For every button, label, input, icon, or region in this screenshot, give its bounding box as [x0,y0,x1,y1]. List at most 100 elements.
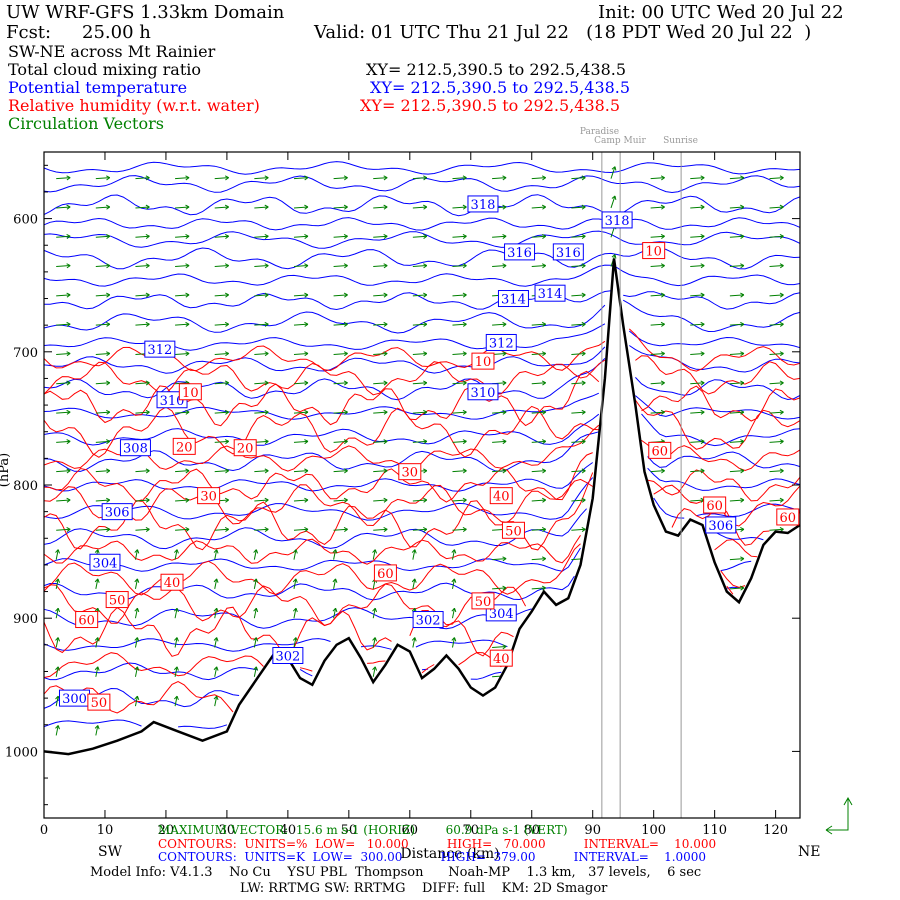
circulation-vector-174 [373,440,388,443]
theta-label-box-14 [504,243,536,261]
circulation-vector-109 [690,323,705,326]
theta-label-14: 316 [507,246,532,261]
theta-label-2: 302 [416,614,441,629]
circulation-vector-153 [254,411,269,414]
circulation-vector-head-49 [502,233,507,239]
theta-label-box-16 [467,195,499,213]
circulation-vector-head-241 [292,549,298,554]
contour-labels-layer: 300 302 302 304 304 306 306 308 310 310 312 312 314 3… [58,195,800,711]
circulation-vector-head-40 [145,233,150,239]
circulation-vector-75 [769,265,784,268]
circulation-vector-head-8 [383,175,388,181]
circulation-vector-220 [95,528,110,531]
max-vector-info: MAXIMUM VECTOR: 15.6 m s-1 (HORIZ) 60.9 … [158,823,568,837]
circulation-vector-head-44 [304,233,309,239]
circulation-vector-head-63 [304,263,309,269]
circulation-vector-90 [650,294,665,297]
circulation-vector-head-116 [224,351,229,357]
circulation-vector-271 [333,608,337,619]
circulation-vector-head-50 [541,233,547,239]
circulation-vector-head-110 [740,321,745,327]
circulation-vector-136 [293,382,309,385]
circulation-vector-148 [56,411,71,414]
theta-label-11: 312 [489,336,514,351]
circulation-vector-245 [451,549,455,560]
circulation-vector-124 [531,352,546,355]
circulation-vector-head-251 [94,578,100,583]
circulation-vector-head-261 [502,585,507,591]
circulation-vector-222 [175,528,190,531]
circulation-vector-98 [214,323,229,326]
circulation-vector-head-163 [700,409,705,415]
circulation-vector-154 [293,411,309,414]
circulation-vector-head-197 [581,468,586,474]
circulation-vector-295 [55,696,59,707]
y-tick-label-1: 700 [13,346,38,361]
circulation-vector-head-77 [106,292,111,298]
circulation-vector-head-166 [66,439,71,445]
circulation-vector-278 [134,637,138,648]
rh-label-17: 60 [706,499,723,514]
circulation-vector-head-179 [581,439,586,445]
circulation-vector-32 [571,206,586,209]
circulation-vector-110 [729,323,744,326]
rh-label-9: 40 [493,652,510,667]
circulation-vector-264 [55,608,59,619]
circulation-vector-188 [214,470,229,473]
circulation-vector-head-93 [779,292,784,298]
circulation-vector-head-64 [343,263,348,269]
circulation-vector-62 [254,265,269,268]
circulation-vector-head-119 [343,351,348,357]
theta-contour-line-11 [43,358,801,401]
circulation-vector-head-187 [185,468,190,474]
theta-label-box-7 [119,439,151,457]
circulation-vector-3 [175,177,190,180]
circulation-vector-head-270 [292,607,298,613]
circulation-vector-head-193 [423,468,428,474]
circulation-vector-head-256 [292,578,298,583]
rh-label-box-8 [489,487,513,505]
circulation-vector-280 [214,637,218,648]
circulation-vector-134 [214,382,229,385]
circulation-vector-head-199 [700,468,705,474]
circulation-vector-13 [571,177,586,180]
circulation-vector-45 [333,235,348,238]
circulation-vector-102 [373,323,388,326]
circulation-vector-head-298 [174,695,179,701]
circulation-vector-head-239 [213,549,219,554]
y-tick-label-3: 900 [13,612,38,627]
circulation-vector-226 [333,528,348,531]
circulation-vector-head-185 [106,468,111,474]
circulation-vector-head-38 [66,233,71,239]
circulation-vector-37 [769,206,784,209]
circulation-vector-116 [214,352,229,355]
circulation-vector-18 [769,177,784,180]
circulation-vector-head-70 [581,263,586,269]
circulation-vector-head-297 [134,695,140,701]
circulation-vector-11 [492,177,507,180]
valid-time: Valid: 01 UTC Thu 21 Jul 22 (18 PDT Wed … [314,22,812,43]
circulation-vector-160 [531,411,546,414]
circulation-vector-head-55 [740,233,745,239]
circulation-vector-158 [452,411,467,414]
circulation-vector-head-160 [541,409,547,415]
circulation-vector-head-208 [304,497,309,503]
theta-label-10: 312 [147,343,172,358]
circulation-vector-170 [214,440,229,443]
model-info: Model Info: V4.1.3 No Cu YSU PBL Thompso… [90,865,702,880]
circulation-vector-head-31 [541,204,547,210]
circulation-vector-260 [451,578,455,589]
rh-label-6: 30 [402,466,419,481]
rh-label-14: 60 [78,614,95,629]
circulation-vector-279 [174,637,178,648]
circulation-vector-198 [650,470,665,473]
circulation-vector-head-19 [66,204,71,210]
circulation-vector-164 [729,411,744,414]
rh-label-box-18 [776,508,800,526]
rh-label-5: 30 [200,490,217,505]
circulation-vector-head-111 [779,321,784,327]
circulation-vector-85 [412,294,427,297]
circulation-vector-96 [135,323,150,326]
circulation-vector-128 [729,352,744,355]
circulation-vector-162 [650,411,665,414]
